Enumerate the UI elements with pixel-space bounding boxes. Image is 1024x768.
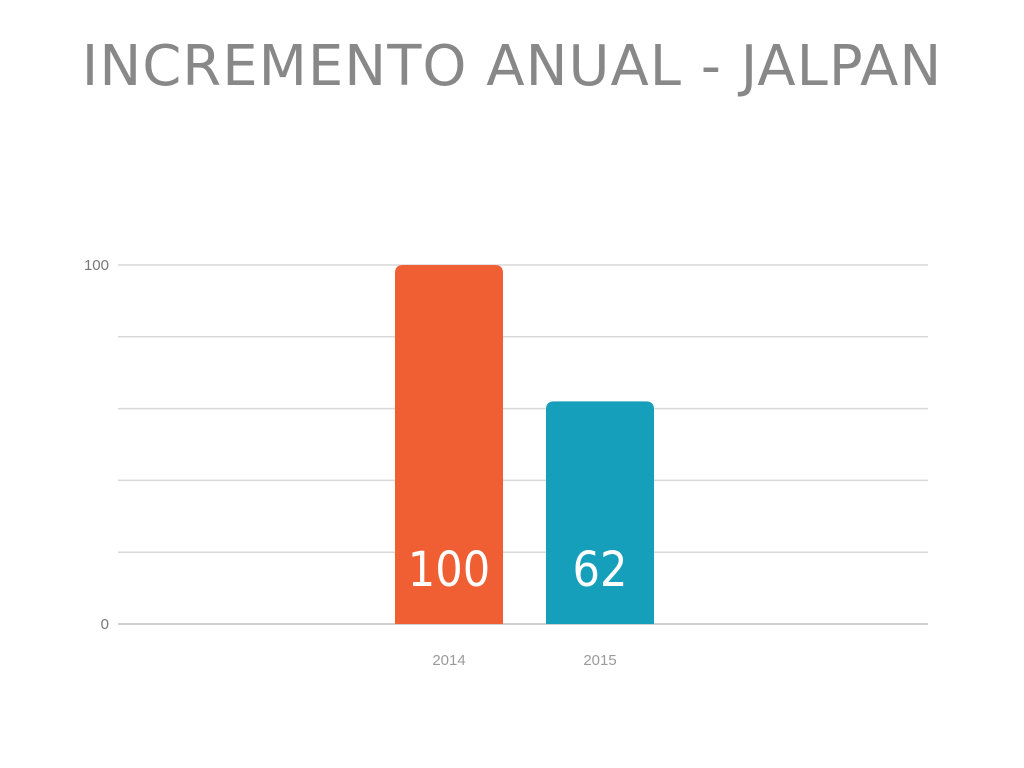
labels: 0 100 100 2014 62 2015 — [84, 257, 628, 669]
bar-2014 — [395, 265, 503, 624]
chart-title: INCREMENTO ANUAL - JALPAN — [81, 34, 943, 99]
bar-value-label: 62 — [573, 542, 628, 598]
bars — [395, 265, 654, 624]
bar-value-label: 100 — [408, 542, 490, 598]
gridlines — [118, 264, 928, 625]
y-tick-label: 0 — [101, 616, 109, 633]
bar-2015 — [546, 401, 654, 624]
x-category-label: 2015 — [583, 652, 616, 669]
y-tick-label: 100 — [84, 257, 109, 274]
x-category-label: 2014 — [432, 652, 465, 669]
